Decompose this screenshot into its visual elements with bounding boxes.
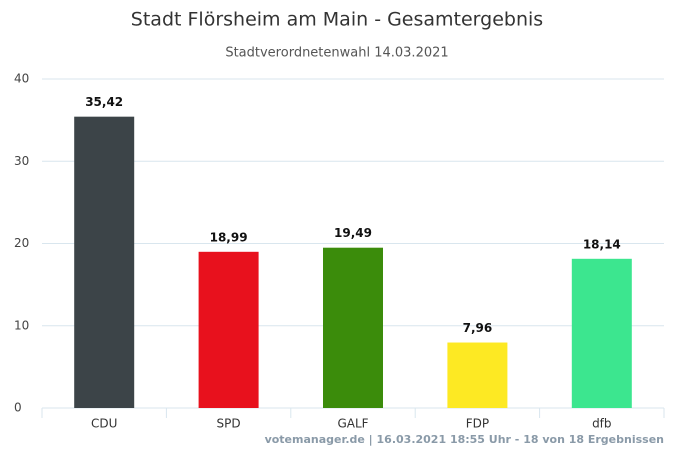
footer: votemanager.de | 16.03.2021 18:55 Uhr - … [265,433,664,446]
value-label: 35,42 [85,95,123,109]
value-label: 18,99 [210,230,248,244]
y-tick-label: 10 [14,318,29,332]
x-tick-label: CDU [91,417,117,431]
value-label: 19,49 [334,226,372,240]
x-tick-label: FDP [466,417,489,431]
value-label: 7,96 [463,321,493,335]
bar [571,258,632,408]
bar [198,251,259,408]
y-tick-label: 30 [14,154,29,168]
x-tick-label: dfb [592,417,611,431]
value-label: 18,14 [583,237,621,251]
bar [447,342,508,408]
y-tick-label: 20 [14,236,29,250]
y-tick-label: 0 [14,401,22,415]
x-tick-label: GALF [337,417,368,431]
bar [323,247,383,408]
y-tick-label: 40 [14,72,29,86]
chart-subtitle: Stadtverordnetenwahl 14.03.2021 [225,46,448,61]
x-tick-label: SPD [217,417,241,431]
bar [74,116,135,408]
chart-title: Stadt Flörsheim am Main - Gesamtergebnis [131,9,543,31]
